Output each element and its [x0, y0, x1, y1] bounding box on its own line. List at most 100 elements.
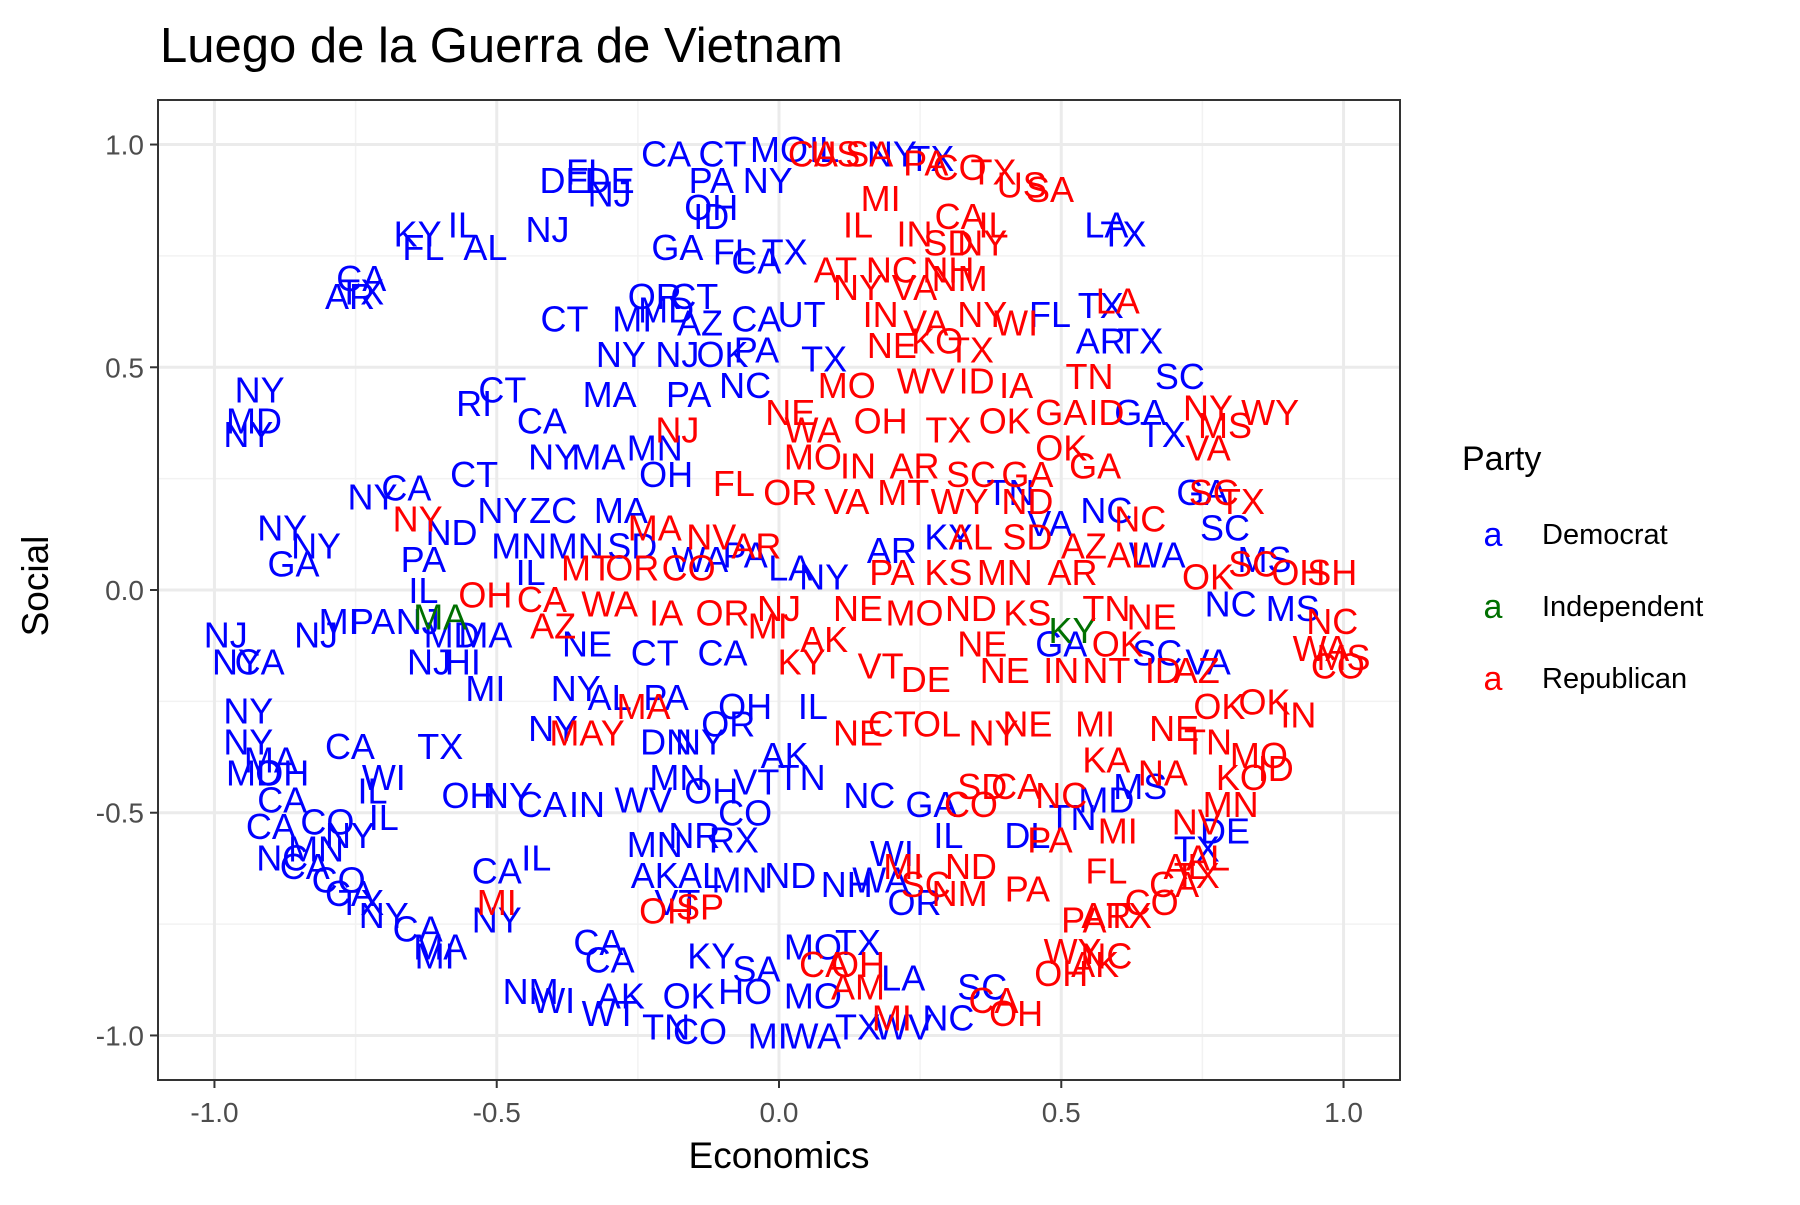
data-point-label: NA — [1138, 753, 1188, 794]
data-point-label: MO — [885, 592, 943, 633]
data-point-label: NE — [765, 392, 815, 433]
data-point-label: AK — [761, 735, 809, 776]
data-point-label: MI — [1075, 704, 1115, 745]
data-point-label: CA — [573, 922, 623, 963]
data-point-label: IA — [999, 365, 1033, 406]
data-point-label: WY — [931, 481, 989, 522]
data-point-label: MI — [319, 601, 359, 642]
data-point-label: AK — [800, 619, 848, 660]
data-point-label: FL — [566, 151, 608, 192]
x-tick-label: -1.0 — [190, 1097, 238, 1128]
data-point-label: NY — [675, 721, 725, 762]
data-point-label: PA — [722, 534, 767, 575]
data-point-label: MS — [1317, 637, 1371, 678]
data-point-label: VT — [654, 882, 700, 923]
data-point-label: NE — [1127, 597, 1177, 638]
data-point-label: OR — [628, 276, 682, 317]
data-point-label: NC — [1205, 583, 1257, 624]
data-point-label: SP — [676, 886, 724, 927]
data-point-label: VA — [892, 267, 937, 308]
data-point-label: CT — [478, 370, 526, 411]
data-point-label: KO — [1216, 757, 1268, 798]
data-point-label: WV — [897, 361, 955, 402]
data-point-label: MN — [288, 828, 344, 869]
data-point-label: KY — [1049, 610, 1097, 651]
data-point-label: TN — [1082, 588, 1130, 629]
data-point-label: TX — [1078, 285, 1124, 326]
data-point-label: IN — [863, 294, 899, 335]
data-point-label: NY — [957, 223, 1007, 264]
data-point-label: NY — [223, 690, 273, 731]
data-point-label: NJ — [407, 641, 451, 682]
data-point-label: MN — [977, 552, 1033, 593]
y-tick-label: -1.0 — [96, 1020, 144, 1051]
data-point-label: NY — [743, 160, 793, 201]
data-point-label: TN — [1184, 721, 1232, 762]
data-point-label: NY — [483, 775, 533, 816]
y-tick-label: 0.0 — [105, 575, 144, 606]
data-point-label: KO — [911, 321, 963, 362]
data-point-label: MO — [1230, 735, 1288, 776]
data-point-label: SD — [957, 766, 1007, 807]
data-point-label: CT — [450, 454, 498, 495]
data-point-label: OL — [913, 704, 961, 745]
data-point-label: NY — [212, 641, 262, 682]
data-point-label: GA — [651, 227, 703, 268]
data-point-label: AZ — [530, 606, 576, 647]
data-point-label: AZ — [1061, 525, 1107, 566]
data-point-label: NC — [256, 837, 308, 878]
data-point-label: IL — [521, 837, 551, 878]
data-point-label: IL — [408, 570, 438, 611]
data-point-label: SH — [1307, 552, 1357, 593]
data-point-label: MS — [1113, 766, 1167, 807]
data-point-label: CA — [698, 632, 748, 673]
data-point-label: NY — [957, 294, 1007, 335]
data-point-label: IL — [979, 205, 1009, 246]
data-point-label: NC — [1035, 775, 1087, 816]
data-point-label: NT — [1082, 650, 1130, 691]
data-point-label: OH — [684, 770, 738, 811]
data-point-label: NY — [867, 133, 917, 174]
data-point-label: MI — [748, 1015, 788, 1056]
legend-item: a Independent — [1462, 571, 1782, 643]
data-point-label: MA — [244, 739, 298, 780]
x-axis-label: Economics — [689, 1135, 870, 1176]
data-point-label: NC — [922, 998, 974, 1039]
data-point-label: IA — [649, 592, 683, 633]
data-point-label: SC — [1200, 508, 1250, 549]
data-point-label: TX — [1117, 321, 1163, 362]
data-point-label: AL — [678, 855, 722, 896]
data-point-label: AK — [631, 855, 679, 896]
data-point-label: MS — [1198, 405, 1252, 446]
data-point-label: MO — [784, 975, 842, 1016]
data-point-label: TN — [986, 472, 1034, 513]
data-point-label: MI — [465, 668, 505, 709]
data-point-label: US — [997, 165, 1047, 206]
data-point-label: IL — [358, 770, 388, 811]
data-point-label: VA — [824, 481, 869, 522]
data-point-label: OH — [442, 775, 496, 816]
data-point-label: CA — [325, 726, 375, 767]
data-point-label: US — [810, 133, 860, 174]
data-point-label: PA — [1061, 900, 1106, 941]
data-point-label: OR — [887, 882, 941, 923]
data-point-label: WA — [785, 1015, 842, 1056]
data-point-label: PA — [734, 329, 779, 370]
legend-key: a — [1483, 587, 1503, 626]
data-point-label: IL — [933, 815, 963, 856]
data-point-label: CA — [731, 298, 781, 339]
data-point-label: NY — [799, 557, 849, 598]
data-point-label: MN — [491, 525, 547, 566]
data-point-label: OR — [763, 472, 817, 513]
data-point-label: OR — [696, 592, 750, 633]
data-point-label: TX — [338, 272, 384, 313]
data-point-label: CA — [280, 846, 330, 887]
data-point-label: MN — [649, 757, 705, 798]
data-point-label: SC — [1155, 356, 1205, 397]
data-point-label: CA — [472, 851, 522, 892]
data-point-label: NM — [932, 258, 988, 299]
data-point-label: ID — [1088, 392, 1124, 433]
data-point-label: TN — [778, 757, 826, 798]
data-point-label: ID — [1145, 650, 1181, 691]
